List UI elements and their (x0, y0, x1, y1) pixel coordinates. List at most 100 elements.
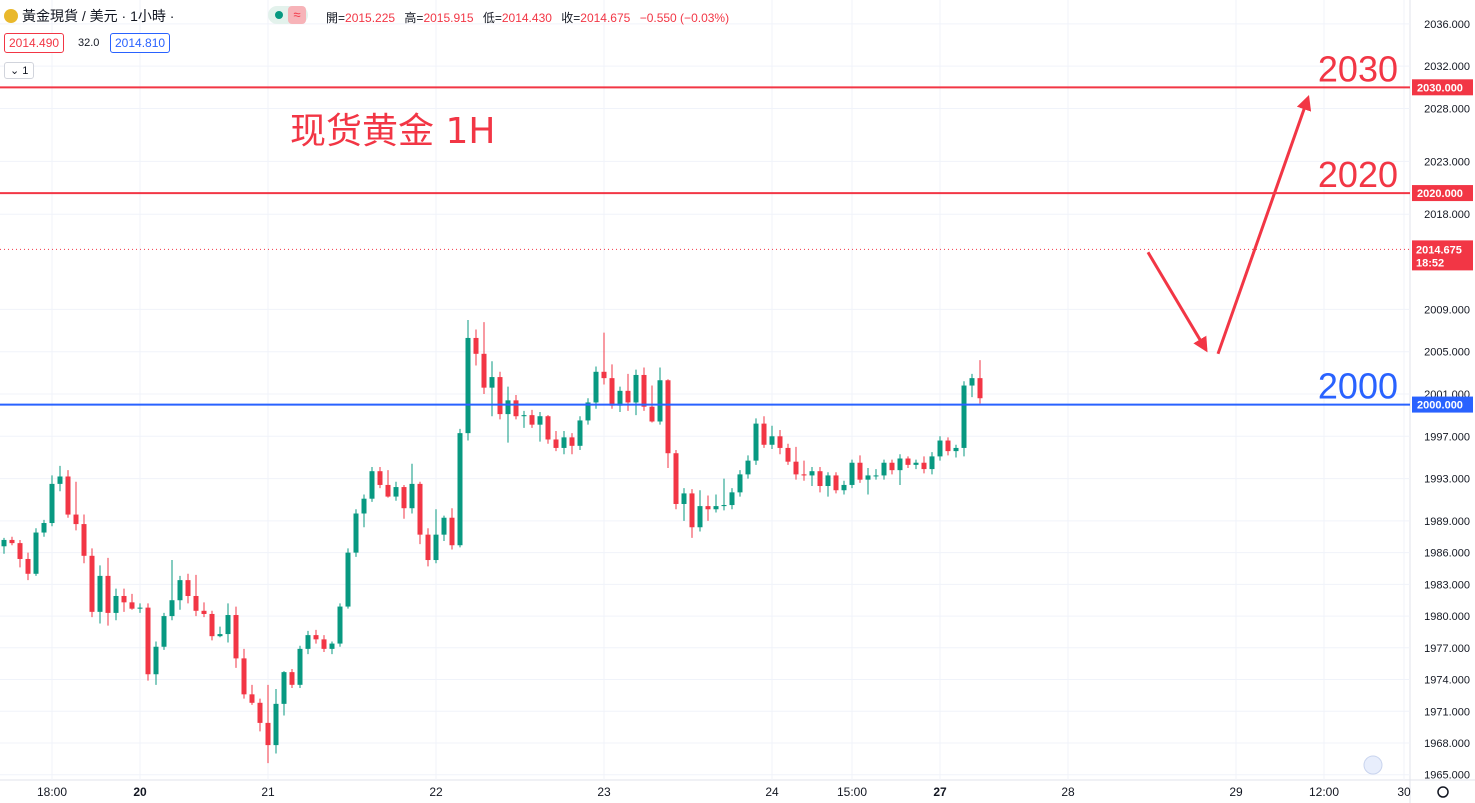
x-tick-label: 23 (597, 785, 611, 799)
candle-body (217, 634, 223, 637)
candle-body (721, 505, 727, 507)
candle-body (1, 539, 7, 547)
level-tag: 2020.000 (1417, 188, 1463, 200)
candle-body (873, 475, 879, 477)
plot-area (0, 0, 1410, 780)
candle-body (105, 575, 111, 613)
candle-body (585, 402, 591, 421)
candle-body (601, 371, 607, 379)
candle-body (393, 487, 399, 497)
candle-body (241, 658, 247, 695)
candle-body (841, 484, 847, 491)
candle-body (553, 439, 559, 448)
candle-body (697, 506, 703, 528)
indicator-collapse-button[interactable]: ⌄ 1 (4, 62, 35, 79)
candle-body (361, 498, 367, 514)
candle-body (561, 437, 567, 448)
candle-body (449, 517, 455, 546)
green-dot-icon (275, 11, 283, 19)
level-label: 2030 (1318, 48, 1398, 89)
change-value: −0.550 (−0.03%) (639, 11, 730, 25)
candle-body (257, 702, 263, 723)
candle-body (193, 595, 199, 611)
candle-body (153, 646, 159, 675)
candle-body (769, 436, 775, 445)
candle-body (833, 475, 839, 491)
y-tick-label: 1965.000 (1424, 770, 1470, 782)
candle-body (25, 558, 31, 574)
candle-body (937, 440, 943, 457)
x-tick-label: 18:00 (37, 785, 67, 799)
gear-icon (1437, 786, 1449, 798)
candle-body (825, 475, 831, 487)
candle-body (657, 380, 663, 422)
bid-value: 2014.490 (9, 36, 60, 50)
candle-body (689, 493, 695, 528)
ask-value: 2014.810 (115, 36, 166, 50)
low-value: 2014.430 (501, 11, 552, 25)
candle-body (785, 447, 791, 462)
candle-body (369, 471, 375, 499)
high-value: 2015.915 (423, 11, 474, 25)
y-tick-label: 1977.000 (1424, 643, 1470, 655)
candle-body (209, 613, 215, 637)
y-tick-label: 1974.000 (1424, 675, 1470, 687)
candle-body (353, 513, 359, 553)
level-label: 2000 (1318, 366, 1398, 407)
y-tick-label: 2023.000 (1424, 156, 1470, 168)
approx-icon: ≈ (288, 6, 306, 24)
ohlc-legend: 開=2015.225 高=2015.915 低=2014.430 收=2014.… (326, 9, 735, 26)
candle-body (569, 437, 575, 446)
candle-body (793, 461, 799, 475)
us-flag-icon (1363, 755, 1383, 775)
candle-body (593, 371, 599, 403)
candle-body (313, 635, 319, 640)
symbol-header[interactable]: 黃金現貨 / 美元 · 1小時 · (4, 6, 174, 26)
candle-body (329, 643, 335, 649)
x-tick-label: 22 (429, 785, 443, 799)
candle-body (817, 471, 823, 487)
candle-body (9, 539, 15, 544)
candle-body (497, 377, 503, 415)
candle-body (385, 484, 391, 497)
candle-body (681, 493, 687, 504)
candle-body (145, 607, 151, 675)
candle-body (185, 580, 191, 596)
candle-body (161, 616, 167, 647)
candle-body (649, 406, 655, 422)
level-tag-bg (1412, 185, 1473, 202)
candle-body (897, 458, 903, 471)
x-tick-label: 20 (133, 785, 147, 799)
candle-body (713, 506, 719, 510)
countdown-tag: 18:52 (1416, 257, 1444, 269)
candle-body (49, 483, 55, 524)
y-tick-label: 1971.000 (1424, 706, 1470, 718)
close-label: 收= (561, 11, 581, 25)
candle-body (129, 602, 135, 609)
candle-body (297, 648, 303, 685)
candle-body (537, 416, 543, 425)
candle-body (281, 672, 287, 704)
x-tick-label: 12:00 (1309, 785, 1339, 799)
high-label: 高= (404, 11, 424, 25)
sell-price-button[interactable]: 2014.490 (4, 33, 65, 53)
x-tick-label: 21 (261, 785, 275, 799)
buy-price-button[interactable]: 2014.810 (110, 33, 171, 53)
y-tick-label: 2009.000 (1424, 304, 1470, 316)
low-label: 低= (482, 11, 502, 25)
candle-body (225, 615, 231, 635)
candle-body (761, 423, 767, 445)
candle-body (249, 694, 255, 703)
candle-body (617, 390, 623, 406)
candle-body (521, 415, 527, 417)
candle-body (169, 600, 175, 617)
gold-coin-icon (4, 9, 18, 23)
level-label: 2020 (1318, 154, 1398, 195)
status-pill[interactable]: ≈ (268, 6, 308, 24)
candle-body (137, 607, 143, 609)
candle-body (473, 337, 479, 354)
y-tick-label: 2028.000 (1424, 103, 1470, 115)
candle-body (457, 433, 463, 546)
candle-body (41, 523, 47, 533)
